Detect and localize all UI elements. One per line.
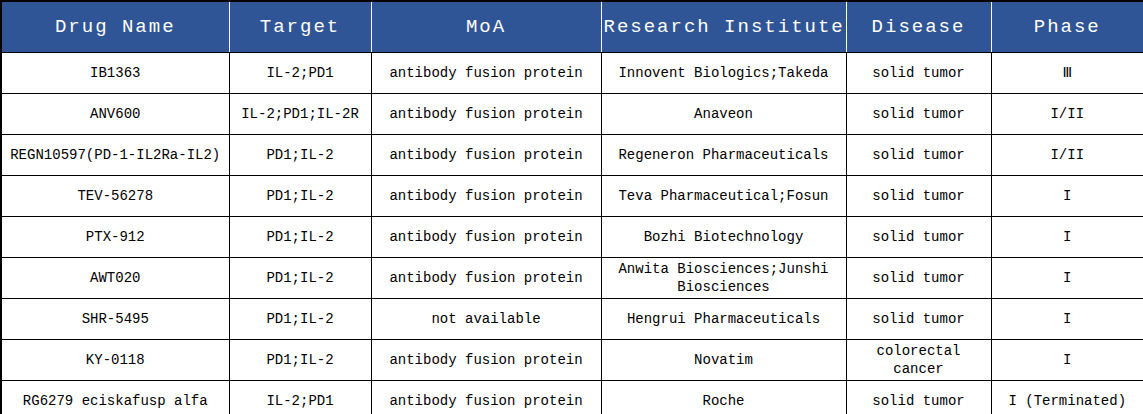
table-cell: AWT020 bbox=[1, 258, 229, 299]
table-cell: I bbox=[991, 340, 1143, 381]
table-cell: solid tumor bbox=[846, 176, 991, 217]
table-cell: PD1;IL-2 bbox=[229, 135, 371, 176]
table-cell: Novatim bbox=[601, 340, 846, 381]
table-cell: PD1;IL-2 bbox=[229, 217, 371, 258]
table-cell: solid tumor bbox=[846, 135, 991, 176]
column-header: Disease bbox=[846, 1, 991, 53]
table-row: PTX-912PD1;IL-2antibody fusion proteinBo… bbox=[1, 217, 1143, 258]
table-cell: Teva Pharmaceutical;Fosun bbox=[601, 176, 846, 217]
table-cell: PD1;IL-2 bbox=[229, 176, 371, 217]
table-cell: solid tumor bbox=[846, 381, 991, 414]
table-cell: SHR-5495 bbox=[1, 299, 229, 340]
table-cell: PD1;IL-2 bbox=[229, 299, 371, 340]
table-cell: KY-0118 bbox=[1, 340, 229, 381]
drug-pipeline-table-page: Drug NameTargetMoAResearch InstituteDise… bbox=[0, 0, 1143, 414]
table-cell: I bbox=[991, 258, 1143, 299]
table-row: SHR-5495PD1;IL-2not availableHengrui Pha… bbox=[1, 299, 1143, 340]
table-cell: colorectal cancer bbox=[846, 340, 991, 381]
table-cell: Bozhi Biotechnology bbox=[601, 217, 846, 258]
table-cell: PD1;IL-2 bbox=[229, 340, 371, 381]
table-row: KY-0118PD1;IL-2antibody fusion proteinNo… bbox=[1, 340, 1143, 381]
table-cell: antibody fusion protein bbox=[371, 340, 601, 381]
table-cell: PTX-912 bbox=[1, 217, 229, 258]
table-row: AWT020PD1;IL-2antibody fusion proteinAnw… bbox=[1, 258, 1143, 299]
table-cell: I/II bbox=[991, 94, 1143, 135]
table-cell: Regeneron Pharmaceuticals bbox=[601, 135, 846, 176]
table-cell: Hengrui Pharmaceuticals bbox=[601, 299, 846, 340]
table-row: IB1363IL-2;PD1antibody fusion proteinInn… bbox=[1, 53, 1143, 94]
column-header: Phase bbox=[991, 1, 1143, 53]
table-cell: antibody fusion protein bbox=[371, 135, 601, 176]
table-cell: antibody fusion protein bbox=[371, 94, 601, 135]
table-cell: antibody fusion protein bbox=[371, 217, 601, 258]
table-cell: antibody fusion protein bbox=[371, 53, 601, 94]
table-cell: Innovent Biologics;Takeda bbox=[601, 53, 846, 94]
table-cell: I (Terminated) bbox=[991, 381, 1143, 414]
table-cell: solid tumor bbox=[846, 53, 991, 94]
table-cell: I/II bbox=[991, 135, 1143, 176]
table-row: ANV600IL-2;PD1;IL-2Rantibody fusion prot… bbox=[1, 94, 1143, 135]
table-cell: IB1363 bbox=[1, 53, 229, 94]
table-cell: I bbox=[991, 217, 1143, 258]
table-cell: antibody fusion protein bbox=[371, 176, 601, 217]
column-header: Research Institute bbox=[601, 1, 846, 53]
table-row: REGN10597(PD-1-IL2Ra-IL2)PD1;IL-2antibod… bbox=[1, 135, 1143, 176]
table-cell: I bbox=[991, 299, 1143, 340]
table-cell: PD1;IL-2 bbox=[229, 258, 371, 299]
table-cell: Anwita Biosciences;Junshi Biosciences bbox=[601, 258, 846, 299]
table-cell: not available bbox=[371, 299, 601, 340]
table-cell: I bbox=[991, 176, 1143, 217]
column-header: MoA bbox=[371, 1, 601, 53]
table-cell: IL-2;PD1 bbox=[229, 53, 371, 94]
table-cell: antibody fusion protein bbox=[371, 258, 601, 299]
table-cell: IL-2;PD1;IL-2R bbox=[229, 94, 371, 135]
column-header: Drug Name bbox=[1, 1, 229, 53]
table-cell: Anaveon bbox=[601, 94, 846, 135]
table-row: TEV-56278PD1;IL-2antibody fusion protein… bbox=[1, 176, 1143, 217]
table-cell: solid tumor bbox=[846, 217, 991, 258]
table-cell: solid tumor bbox=[846, 258, 991, 299]
table-cell: solid tumor bbox=[846, 94, 991, 135]
drug-pipeline-table: Drug NameTargetMoAResearch InstituteDise… bbox=[0, 0, 1143, 414]
table-cell: IL-2;PD1 bbox=[229, 381, 371, 414]
table-row: RG6279 eciskafusp alfaIL-2;PD1antibody f… bbox=[1, 381, 1143, 414]
header-row: Drug NameTargetMoAResearch InstituteDise… bbox=[1, 1, 1143, 53]
table-body: IB1363IL-2;PD1antibody fusion proteinInn… bbox=[1, 53, 1143, 414]
table-cell: solid tumor bbox=[846, 299, 991, 340]
table-cell: antibody fusion protein bbox=[371, 381, 601, 414]
table-cell: REGN10597(PD-1-IL2Ra-IL2) bbox=[1, 135, 229, 176]
table-cell: Ⅲ bbox=[991, 53, 1143, 94]
table-cell: TEV-56278 bbox=[1, 176, 229, 217]
column-header: Target bbox=[229, 1, 371, 53]
table-cell: RG6279 eciskafusp alfa bbox=[1, 381, 229, 414]
table-cell: Roche bbox=[601, 381, 846, 414]
table-cell: ANV600 bbox=[1, 94, 229, 135]
